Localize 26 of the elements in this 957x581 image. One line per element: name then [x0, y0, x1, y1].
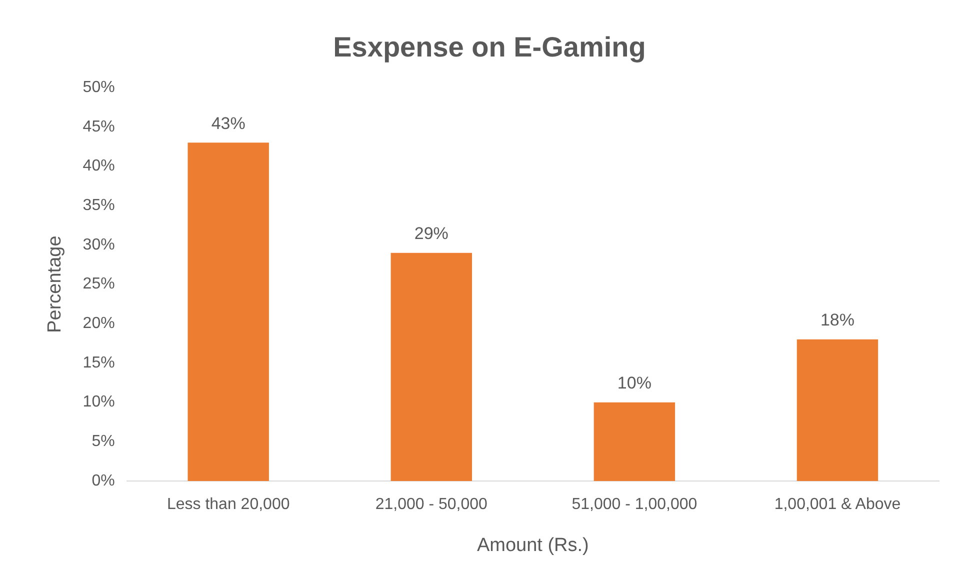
bar — [188, 142, 269, 481]
data-label: 18% — [820, 310, 854, 330]
y-tick-label: 50% — [82, 79, 115, 96]
x-tick-label: 21,000 - 50,000 — [375, 496, 488, 514]
data-label: 43% — [211, 114, 246, 133]
y-tick-label: 30% — [82, 236, 115, 254]
x-tick-label: 1,00,001 & Above — [774, 496, 901, 514]
y-tick-label: 25% — [82, 276, 115, 293]
x-tick-label: Less than 20,000 — [166, 496, 290, 514]
bar — [390, 252, 472, 481]
y-tick-label: 40% — [82, 158, 115, 175]
bar — [594, 402, 676, 481]
x-tick-label: 51,000 - 1,00,000 — [572, 496, 698, 514]
y-tick-label: 35% — [82, 197, 115, 214]
y-axis-title: Percentage — [44, 236, 66, 333]
chart-title: Esxpense on E-Gaming — [333, 32, 646, 63]
data-label: 10% — [617, 374, 652, 393]
y-tick-label: 15% — [82, 354, 115, 372]
y-tick-label: 10% — [82, 394, 115, 411]
y-tick-label: 5% — [92, 433, 115, 450]
y-tick-label: 20% — [82, 315, 115, 332]
y-tick-label: 0% — [92, 472, 115, 490]
data-label: 29% — [414, 224, 448, 244]
x-axis-title: Amount (Rs.) — [476, 534, 589, 556]
y-tick-label: 45% — [82, 118, 115, 136]
bar — [796, 339, 878, 481]
